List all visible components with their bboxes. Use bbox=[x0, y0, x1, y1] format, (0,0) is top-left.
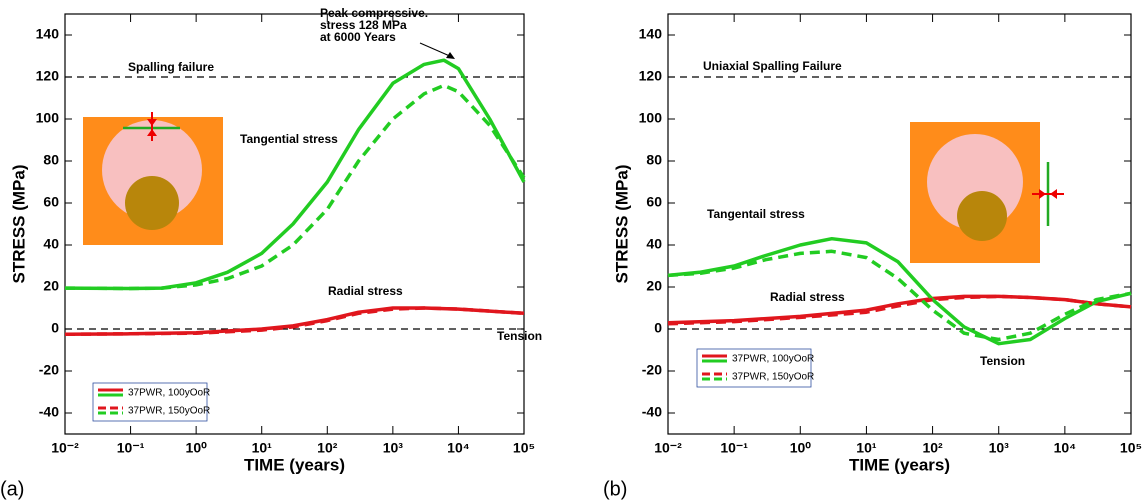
annotation: Radial stress bbox=[770, 290, 845, 304]
x-tick-label: 10⁻¹ bbox=[117, 440, 145, 456]
x-tick-label: 10² bbox=[922, 440, 943, 456]
peak-arrow bbox=[419, 42, 455, 59]
inset-a bbox=[83, 112, 223, 245]
annotation: at 6000 Years bbox=[320, 30, 396, 44]
y-tick-label: 80 bbox=[43, 152, 59, 168]
annotation: Tension bbox=[980, 354, 1025, 368]
y-tick-label: 60 bbox=[43, 194, 59, 210]
x-tick-label: 10⁻² bbox=[654, 440, 682, 456]
y-tick-label: -40 bbox=[642, 404, 662, 420]
y-tick-label: -20 bbox=[39, 362, 59, 378]
x-tick-label: 10⁵ bbox=[513, 440, 535, 456]
x-tick-label: 10³ bbox=[989, 440, 1010, 456]
plot-frame bbox=[64, 13, 525, 435]
panel-label: (b) bbox=[603, 478, 627, 500]
series-line bbox=[64, 306, 525, 337]
y-tick-label: 80 bbox=[646, 152, 662, 168]
annotation: stress 128 MPa bbox=[320, 18, 407, 32]
annotation: Uniaxial Spalling Failure bbox=[703, 59, 842, 73]
y-tick-label: 120 bbox=[36, 68, 60, 84]
x-tick-label: 10⁵ bbox=[1120, 440, 1142, 456]
annotation: Spalling failure bbox=[128, 60, 214, 74]
annotation: Tangentail stress bbox=[707, 207, 805, 221]
panel-label: (a) bbox=[0, 478, 24, 500]
y-axis-label: STRESS (MPa) bbox=[9, 164, 28, 283]
x-tick-label: 10³ bbox=[383, 440, 404, 456]
y-axis-label: STRESS (MPa) bbox=[612, 164, 631, 283]
y-tick-label: 140 bbox=[639, 26, 663, 42]
x-tick-label: 10⁴ bbox=[1054, 440, 1077, 456]
x-tick-label: 10⁻¹ bbox=[720, 440, 748, 456]
legend-label: 37PWR, 150yOoR bbox=[732, 372, 814, 383]
plot-frame bbox=[667, 13, 1132, 435]
y-tick-label: 100 bbox=[36, 110, 60, 126]
y-tick-label: 20 bbox=[646, 278, 662, 294]
series-line bbox=[64, 306, 525, 337]
x-tick-label: 10¹ bbox=[856, 440, 877, 456]
legend-label: 37PWR, 100yOoR bbox=[732, 354, 814, 365]
y-tick-label: 100 bbox=[639, 110, 663, 126]
y-tick-label: -20 bbox=[642, 362, 662, 378]
x-tick-label: 10¹ bbox=[252, 440, 273, 456]
y-tick-label: 0 bbox=[654, 320, 662, 336]
annotation: Tangential stress bbox=[240, 132, 338, 146]
y-tick-label: 20 bbox=[43, 278, 59, 294]
legend-label: 37PWR, 100yOoR bbox=[128, 388, 210, 399]
x-tick-label: 10⁴ bbox=[447, 440, 470, 456]
y-tick-label: 40 bbox=[646, 236, 662, 252]
y-tick-label: -40 bbox=[39, 404, 59, 420]
annotation: Tension bbox=[497, 329, 542, 343]
x-tick-label: 10⁻² bbox=[51, 440, 79, 456]
inset-b bbox=[910, 122, 1064, 263]
annotation: Peak compressive. bbox=[320, 6, 428, 20]
x-tick-label: 10⁰ bbox=[790, 440, 812, 456]
y-tick-label: 140 bbox=[36, 26, 60, 42]
x-tick-label: 10⁰ bbox=[186, 440, 208, 456]
x-tick-label: 10² bbox=[317, 440, 338, 456]
series-line bbox=[667, 249, 1132, 342]
series-line bbox=[64, 58, 526, 291]
y-tick-label: 120 bbox=[639, 68, 663, 84]
annotation: Radial stress bbox=[328, 284, 403, 298]
series-line bbox=[64, 83, 526, 291]
series-line bbox=[667, 236, 1132, 346]
y-tick-label: 40 bbox=[43, 236, 59, 252]
legend-label: 37PWR, 150yOoR bbox=[128, 406, 210, 417]
series-line bbox=[667, 294, 1132, 326]
x-axis-label: TIME (years) bbox=[849, 455, 950, 474]
x-axis-label: TIME (years) bbox=[244, 455, 345, 474]
y-tick-label: 0 bbox=[51, 320, 59, 336]
y-tick-label: 60 bbox=[646, 194, 662, 210]
